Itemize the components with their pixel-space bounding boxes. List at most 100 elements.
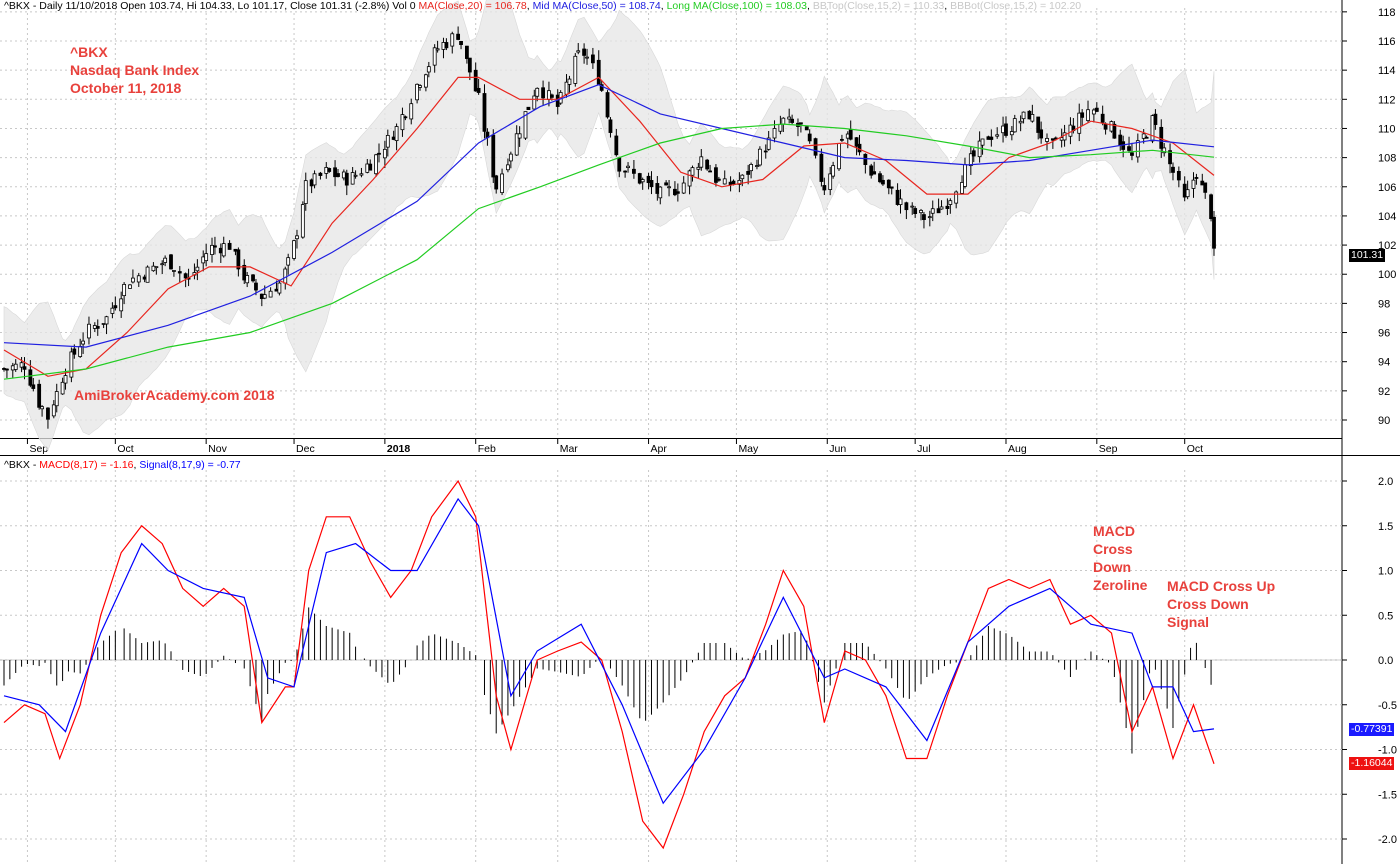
candle-down: [714, 167, 718, 183]
candle-down: [596, 59, 601, 85]
candle-up: [154, 266, 159, 269]
candle-down: [869, 165, 874, 176]
candle-up: [954, 191, 959, 204]
candle-down: [886, 179, 891, 189]
ma20-line: [3, 76, 1215, 377]
candle-up: [532, 95, 537, 110]
candle-up: [1030, 114, 1035, 122]
candle-up: [640, 179, 645, 183]
candle-down: [1094, 107, 1099, 112]
candle-up: [394, 126, 399, 142]
candle-down: [327, 168, 332, 172]
price-header-bbbot: BBBot(Close,15,2) = 102.20: [950, 0, 1082, 12]
candle-down: [476, 87, 481, 93]
price-header-ma20: MA(Close,20) = 106.78: [418, 0, 527, 12]
candle-down: [590, 54, 595, 64]
candle-up: [658, 186, 663, 199]
candle-down: [473, 69, 478, 92]
price-header-info: - Daily 11/10/2018 Open 103.74, Hi 104.3…: [29, 0, 419, 12]
candle-down: [895, 189, 900, 205]
price-tick-label: 96: [1378, 328, 1390, 340]
candle-up: [737, 179, 742, 185]
candle-down: [649, 180, 654, 188]
candle-down: [1127, 146, 1131, 151]
candle-up: [968, 153, 973, 167]
candle-down: [251, 274, 255, 282]
price-header-bbtop: BBTop(Close,15,2) = 110.33: [812, 0, 945, 12]
macd-tick-label: 0.0: [1378, 655, 1393, 667]
candle-down: [459, 40, 463, 45]
candle-up: [87, 323, 91, 339]
signal-line-2: Cross Down: [1167, 596, 1249, 612]
price-tick-label: 112: [1378, 94, 1396, 106]
candle-up: [40, 406, 44, 410]
macd-line: [3, 479, 1215, 850]
candle-down: [608, 119, 613, 133]
candle-up: [286, 257, 291, 266]
candle-up: [910, 205, 915, 208]
macd-tick-label: -1.0: [1378, 745, 1397, 757]
candle-up: [268, 290, 273, 298]
candle-down: [799, 122, 803, 125]
candle-up: [51, 404, 56, 417]
candle-down: [617, 157, 622, 172]
candle-up: [277, 282, 282, 294]
candle-up: [919, 209, 923, 214]
x-tick-label: Oct: [117, 443, 133, 455]
candle-up: [514, 133, 519, 156]
candle-up: [295, 235, 299, 240]
candle-down: [526, 106, 531, 110]
candle-down: [549, 94, 554, 98]
candle-down: [28, 369, 33, 386]
candle-down: [242, 264, 247, 281]
macd-header-symbol: ^BKX: [4, 459, 30, 471]
price-header-symbol: ^BKX: [4, 0, 30, 12]
candle-down: [1100, 113, 1105, 123]
candle-up: [781, 117, 786, 125]
candle-up: [204, 253, 209, 262]
candle-up: [1012, 118, 1017, 133]
price-tick-label: 114: [1378, 65, 1396, 77]
candle-down: [1212, 216, 1216, 249]
candle-up: [1021, 111, 1026, 120]
candle-up: [145, 266, 150, 283]
candle-up: [63, 375, 68, 384]
candle-up: [262, 294, 267, 299]
watermark: AmiBrokerAcademy.com 2018: [74, 387, 275, 403]
candle-down: [632, 168, 636, 174]
title-line-date: October 11, 2018: [70, 80, 182, 96]
candle-down: [236, 249, 241, 270]
title-line-name: Nasdaq Bank Index: [70, 62, 200, 78]
candle-up: [418, 85, 422, 88]
candle-down: [46, 407, 50, 420]
price-tick-label: 92: [1378, 386, 1390, 398]
candle-up: [576, 50, 581, 53]
zeroline-line-3: Down: [1093, 559, 1132, 575]
candle-up: [1018, 120, 1023, 124]
candle-down: [854, 137, 859, 147]
macd-tick-label: 1.5: [1378, 521, 1393, 533]
x-tick-label: Feb: [478, 443, 496, 455]
candle-down: [848, 129, 853, 140]
candle-up: [1009, 131, 1014, 136]
candle-up: [500, 173, 504, 194]
candle-up: [151, 265, 156, 272]
candle-up: [172, 270, 176, 272]
macd-tick-label: -1.5: [1378, 789, 1397, 801]
candle-down: [889, 186, 894, 189]
candle-up: [245, 275, 250, 284]
candle-up: [292, 240, 296, 259]
x-tick-label: Apr: [651, 443, 668, 455]
candle-up: [283, 268, 288, 284]
candle-down: [456, 33, 461, 40]
candle-down: [1171, 166, 1175, 173]
candle-up: [435, 48, 440, 51]
candle-down: [872, 171, 877, 175]
candle-up: [517, 133, 522, 139]
candle-up: [353, 174, 358, 177]
candle-up: [300, 204, 305, 238]
x-tick-label: Mar: [560, 443, 579, 455]
signal-line-1: MACD Cross Up: [1167, 578, 1276, 594]
candle-up: [508, 153, 513, 162]
candle-down: [664, 182, 669, 186]
